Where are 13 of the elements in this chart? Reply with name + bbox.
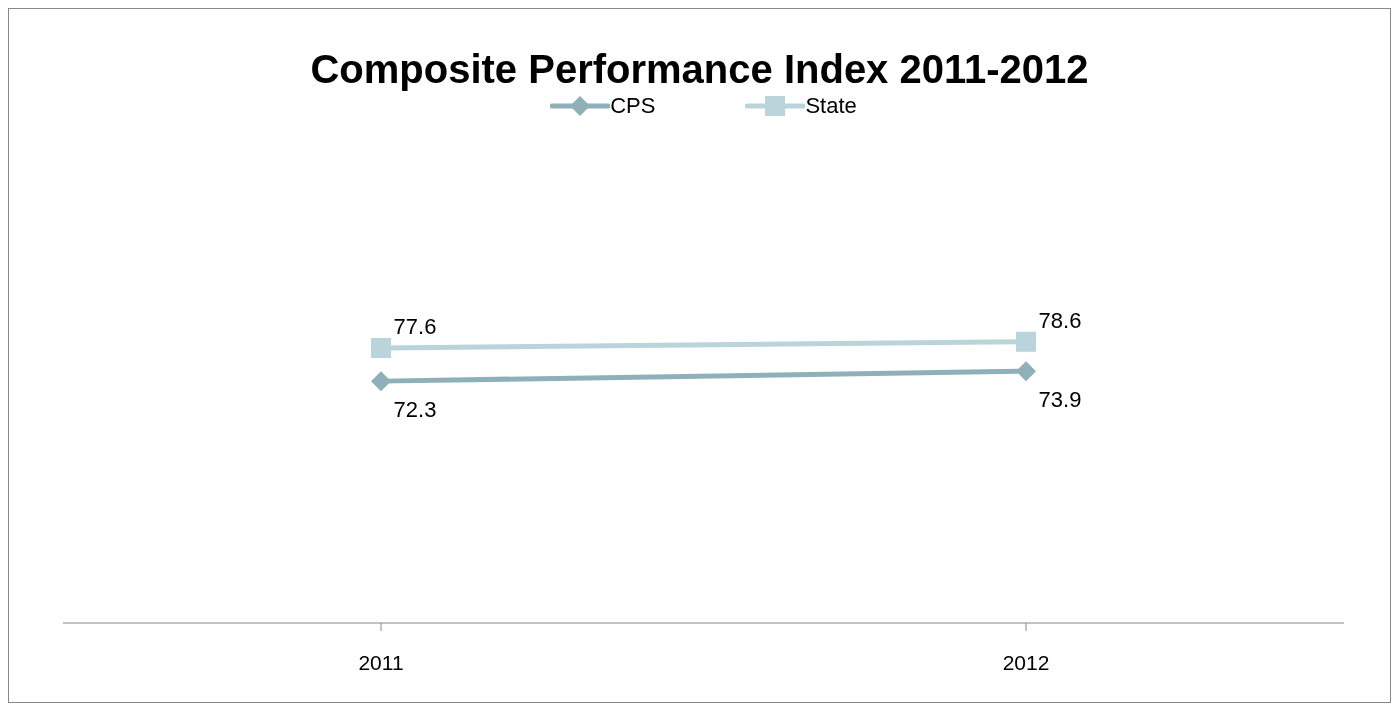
point: [1016, 361, 1036, 382]
chart-title: Composite Performance Index 2011-2012: [309, 46, 1090, 93]
legend-label: CPS: [610, 93, 656, 119]
data-label: 73.9: [1038, 387, 1082, 413]
data-label: 72.3: [393, 397, 437, 423]
x-tick-label: 2012: [1002, 650, 1050, 674]
point: [1016, 331, 1036, 352]
data-label: 78.6: [1038, 307, 1082, 333]
point: [371, 371, 391, 392]
point: [371, 338, 391, 358]
legend-label: State: [805, 93, 857, 119]
data-label: 77.6: [393, 314, 437, 339]
x-tick-label: 2011: [358, 650, 404, 674]
